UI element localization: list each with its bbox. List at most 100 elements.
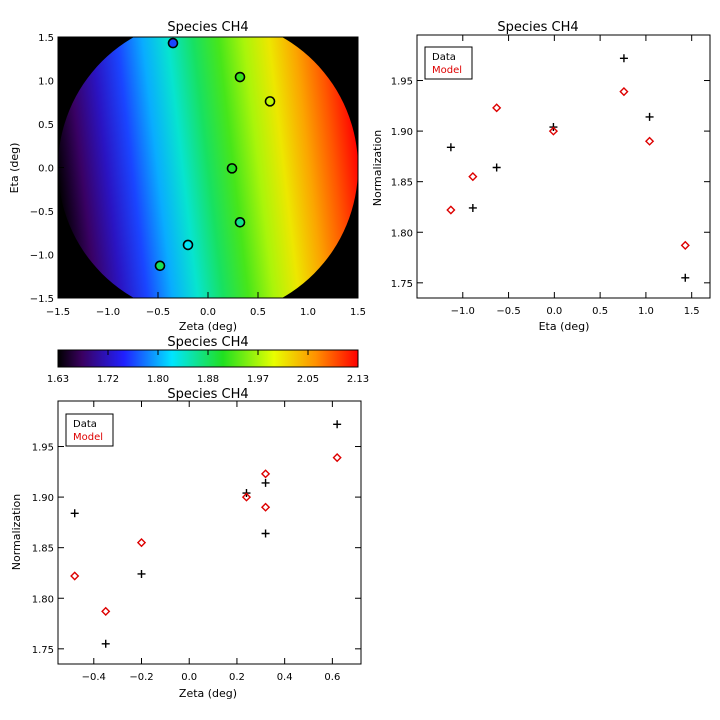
zeta-model-point [332,453,342,463]
eta-legend-box [424,46,473,80]
colorbar-tick-label: 1.80 [147,374,169,385]
map-x-tick-label: −1.0 [96,307,120,318]
zeta-x-tick-label: 0.2 [229,672,245,683]
map-y-tick-label: 0.0 [38,164,54,175]
zeta-xlabel: Zeta (deg) [179,687,237,700]
map-x-tick-label: 1.5 [350,307,366,318]
eta-plot-frame [416,34,711,299]
zeta-legend-model: Model [73,432,103,443]
zeta-data-point [261,529,270,538]
zeta-y-tick-label: 1.80 [32,594,54,605]
map-panel: Species CH4 −1.5 −1.0 −0.5 0.0 0.5 1.0 1.5 −1.… [8,20,366,333]
colorbar-tick-label: 2.13 [347,374,369,385]
colorbar-ticks: 1.63 1.72 1.80 1.88 1.97 2.05 2.13 [47,350,369,385]
eta-y-tick-label: 1.85 [391,178,413,189]
eta-legend-data: Data [432,52,456,63]
map-y-axis: −1.5 −1.0 −0.5 0.0 0.5 1.0 1.5 [30,33,64,305]
map-point [154,260,166,272]
eta-ylabel: Normalization [371,130,384,206]
zeta-model-point [101,606,111,616]
map-y-tick-label: −0.5 [30,207,54,218]
map-point [167,37,179,49]
eta-data-point [645,112,654,121]
zeta-x-tick-label: −0.4 [82,672,106,683]
colorbar-tick-label: 2.05 [297,374,319,385]
zeta-model-point [136,538,147,548]
eta-panel: Species CH4 −1.0 −0.5 0.0 0.5 1.0 1.5 1.75 1.80… [371,20,711,333]
zeta-y-tick-label: 1.90 [32,493,54,504]
colorbar-title: Species CH4 [167,335,248,350]
zeta-data-point [101,639,110,648]
zeta-ylabel: Normalization [10,494,23,570]
zeta-legend-box [65,413,114,447]
map-x-tick-label: 1.0 [300,307,316,318]
zeta-x-tick-label: 0.6 [324,672,340,683]
zeta-x-tick-label: 0.0 [181,672,197,683]
eta-y-tick-label: 1.75 [391,279,413,290]
map-field [58,37,358,298]
zeta-marks [70,420,342,648]
map-point [182,239,194,251]
zeta-plot-frame [57,400,362,665]
zeta-model-point [70,571,80,581]
eta-y-tick-label: 1.80 [391,228,413,239]
map-point [264,96,276,107]
eta-data-point [446,143,455,152]
zeta-y-tick-label: 1.75 [32,645,54,656]
zeta-data-point [333,420,342,429]
eta-model-point [644,136,655,146]
eta-model-point [468,172,478,182]
zeta-data-point [261,478,270,487]
zeta-x-tick-label: −0.2 [129,672,153,683]
eta-title: Species CH4 [497,20,578,35]
eta-x-tick-label: 1.0 [638,306,654,317]
map-x-axis: −1.5 −1.0 −0.5 0.0 0.5 1.0 1.5 [46,292,366,318]
map-xlabel: Zeta (deg) [179,320,237,333]
map-title: Species CH4 [167,20,248,35]
map-point [234,217,246,228]
eta-data-point [619,54,628,63]
eta-model-point [619,87,629,97]
map-y-tick-label: −1.5 [30,294,54,305]
zeta-data-point [137,569,146,578]
colorbar-tick-label: 1.97 [247,374,269,385]
zeta-legend: Data Model [65,413,114,447]
map-y-tick-label: −1.0 [30,251,54,262]
eta-y-tick-label: 1.95 [391,77,413,88]
map-y-tick-label: 1.0 [38,77,54,88]
eta-model-point [548,126,559,136]
zeta-model-point [241,492,252,502]
eta-x-tick-label: 1.5 [684,306,700,317]
map-point [234,71,246,83]
zeta-model-point [260,469,271,479]
colorbar-tick-label: 1.88 [197,374,219,385]
zeta-panel: Species CH4 −0.4 −0.2 0.0 0.2 0.4 0.6 1.75 1.80… [10,387,362,700]
colorbar-tick-label: 1.63 [47,374,69,385]
colorbar-tick-label: 1.72 [97,374,119,385]
zeta-axes: −0.4 −0.2 0.0 0.2 0.4 0.6 1.75 1.80 1.85 1.90 1.95 [32,401,361,683]
eta-x-tick-label: 0.5 [592,306,608,317]
eta-x-tick-label: 0.0 [546,306,562,317]
map-y-tick-label: 0.5 [38,120,54,131]
eta-data-point [681,273,690,282]
zeta-x-tick-label: 0.4 [277,672,293,683]
eta-legend-model: Model [432,65,462,76]
eta-data-point [492,163,501,172]
map-x-tick-label: −1.5 [46,307,70,318]
eta-xlabel: Eta (deg) [539,320,590,333]
zeta-model-point [260,502,271,512]
zeta-data-point [70,509,79,518]
eta-x-tick-label: −0.5 [496,306,520,317]
zeta-y-tick-label: 1.95 [32,443,54,454]
eta-model-point [446,205,456,215]
map-x-tick-label: 0.0 [200,307,216,318]
eta-legend: Data Model [424,46,473,80]
eta-y-tick-label: 1.90 [391,127,413,138]
eta-axes: −1.0 −0.5 0.0 0.5 1.0 1.5 1.75 1.80 1.85 1.90 1.95 [391,35,710,317]
map-x-tick-label: 0.5 [250,307,266,318]
zeta-title: Species CH4 [167,387,248,402]
map-points [154,37,276,272]
zeta-y-tick-label: 1.85 [32,544,54,555]
map-ylabel: Eta (deg) [8,143,21,194]
eta-model-point [492,103,502,113]
